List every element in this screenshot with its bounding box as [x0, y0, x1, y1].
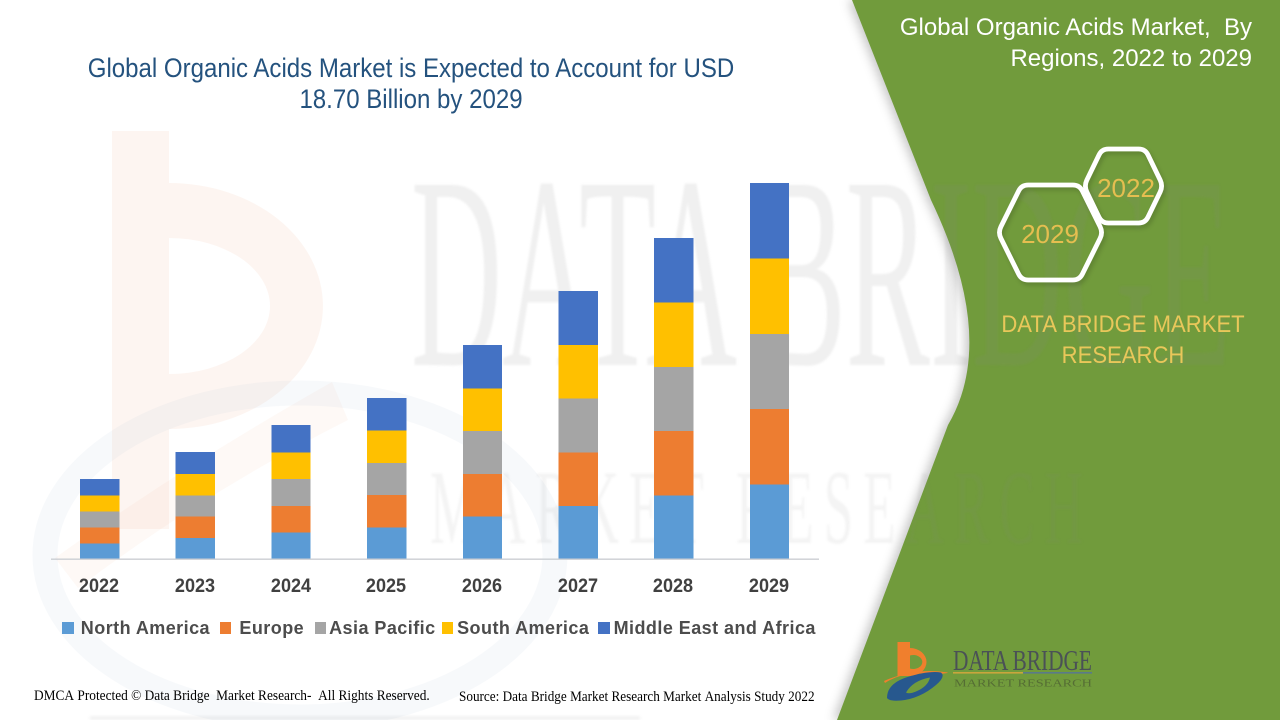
svg-text:MARKET RESEARCH: MARKET RESEARCH: [954, 679, 1093, 690]
svg-text:DATA BRIDGE: DATA BRIDGE: [953, 645, 1092, 677]
svg-text:DATA BRIDGE: DATA BRIDGE: [411, 121, 1231, 425]
